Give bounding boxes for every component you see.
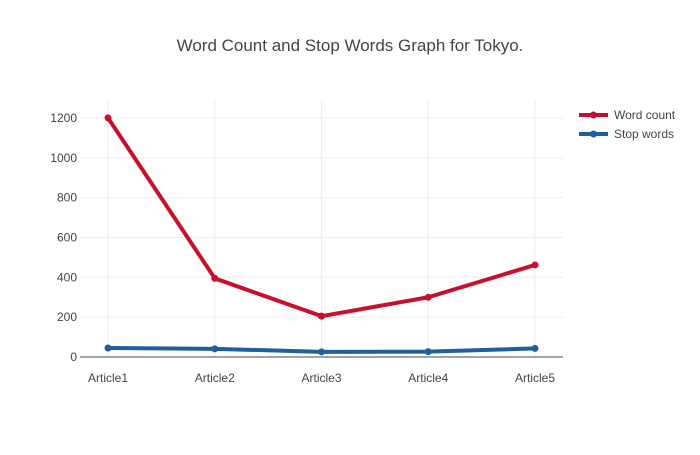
data-point[interactable]: [104, 344, 112, 352]
y-tick-label: 1000: [50, 151, 77, 165]
legend-label: Word count: [614, 108, 676, 122]
series-layer: [104, 114, 539, 356]
axis-layer: 0 200 400 600 800 1000 1200 Article1 Article2 Art…: [50, 111, 563, 385]
data-point[interactable]: [211, 345, 219, 353]
y-tick-label: 200: [57, 310, 77, 324]
y-tick-label: 800: [57, 191, 77, 205]
legend-label: Stop words: [614, 127, 674, 141]
y-tick-label: 1200: [50, 111, 77, 125]
x-tick-label: Article1: [88, 371, 128, 385]
data-point[interactable]: [318, 312, 325, 320]
data-point[interactable]: [531, 261, 539, 269]
y-tick-label: 400: [57, 270, 77, 284]
data-point[interactable]: [104, 114, 112, 122]
x-tick-label: Article2: [195, 371, 235, 385]
data-point[interactable]: [424, 348, 432, 356]
legend: Word count Stop words: [579, 108, 676, 141]
x-tick-label: Article5: [515, 371, 555, 385]
y-tick-label: 0: [70, 350, 77, 364]
legend-item-1[interactable]: Stop words: [579, 127, 674, 141]
chart-title: Word Count and Stop Words Graph for Toky…: [177, 36, 524, 55]
data-point[interactable]: [211, 274, 219, 282]
legend-item-0[interactable]: Word count: [579, 108, 676, 122]
series-0: [104, 114, 539, 320]
data-point[interactable]: [531, 344, 539, 352]
data-point[interactable]: [424, 293, 432, 301]
data-point[interactable]: [318, 348, 325, 356]
y-tick-label: 600: [57, 230, 77, 244]
legend-swatch-marker: [590, 130, 597, 138]
legend-swatch-marker: [590, 111, 597, 119]
x-tick-label: Article3: [301, 371, 341, 385]
series-1: [104, 344, 539, 356]
x-tick-label: Article4: [408, 371, 448, 385]
